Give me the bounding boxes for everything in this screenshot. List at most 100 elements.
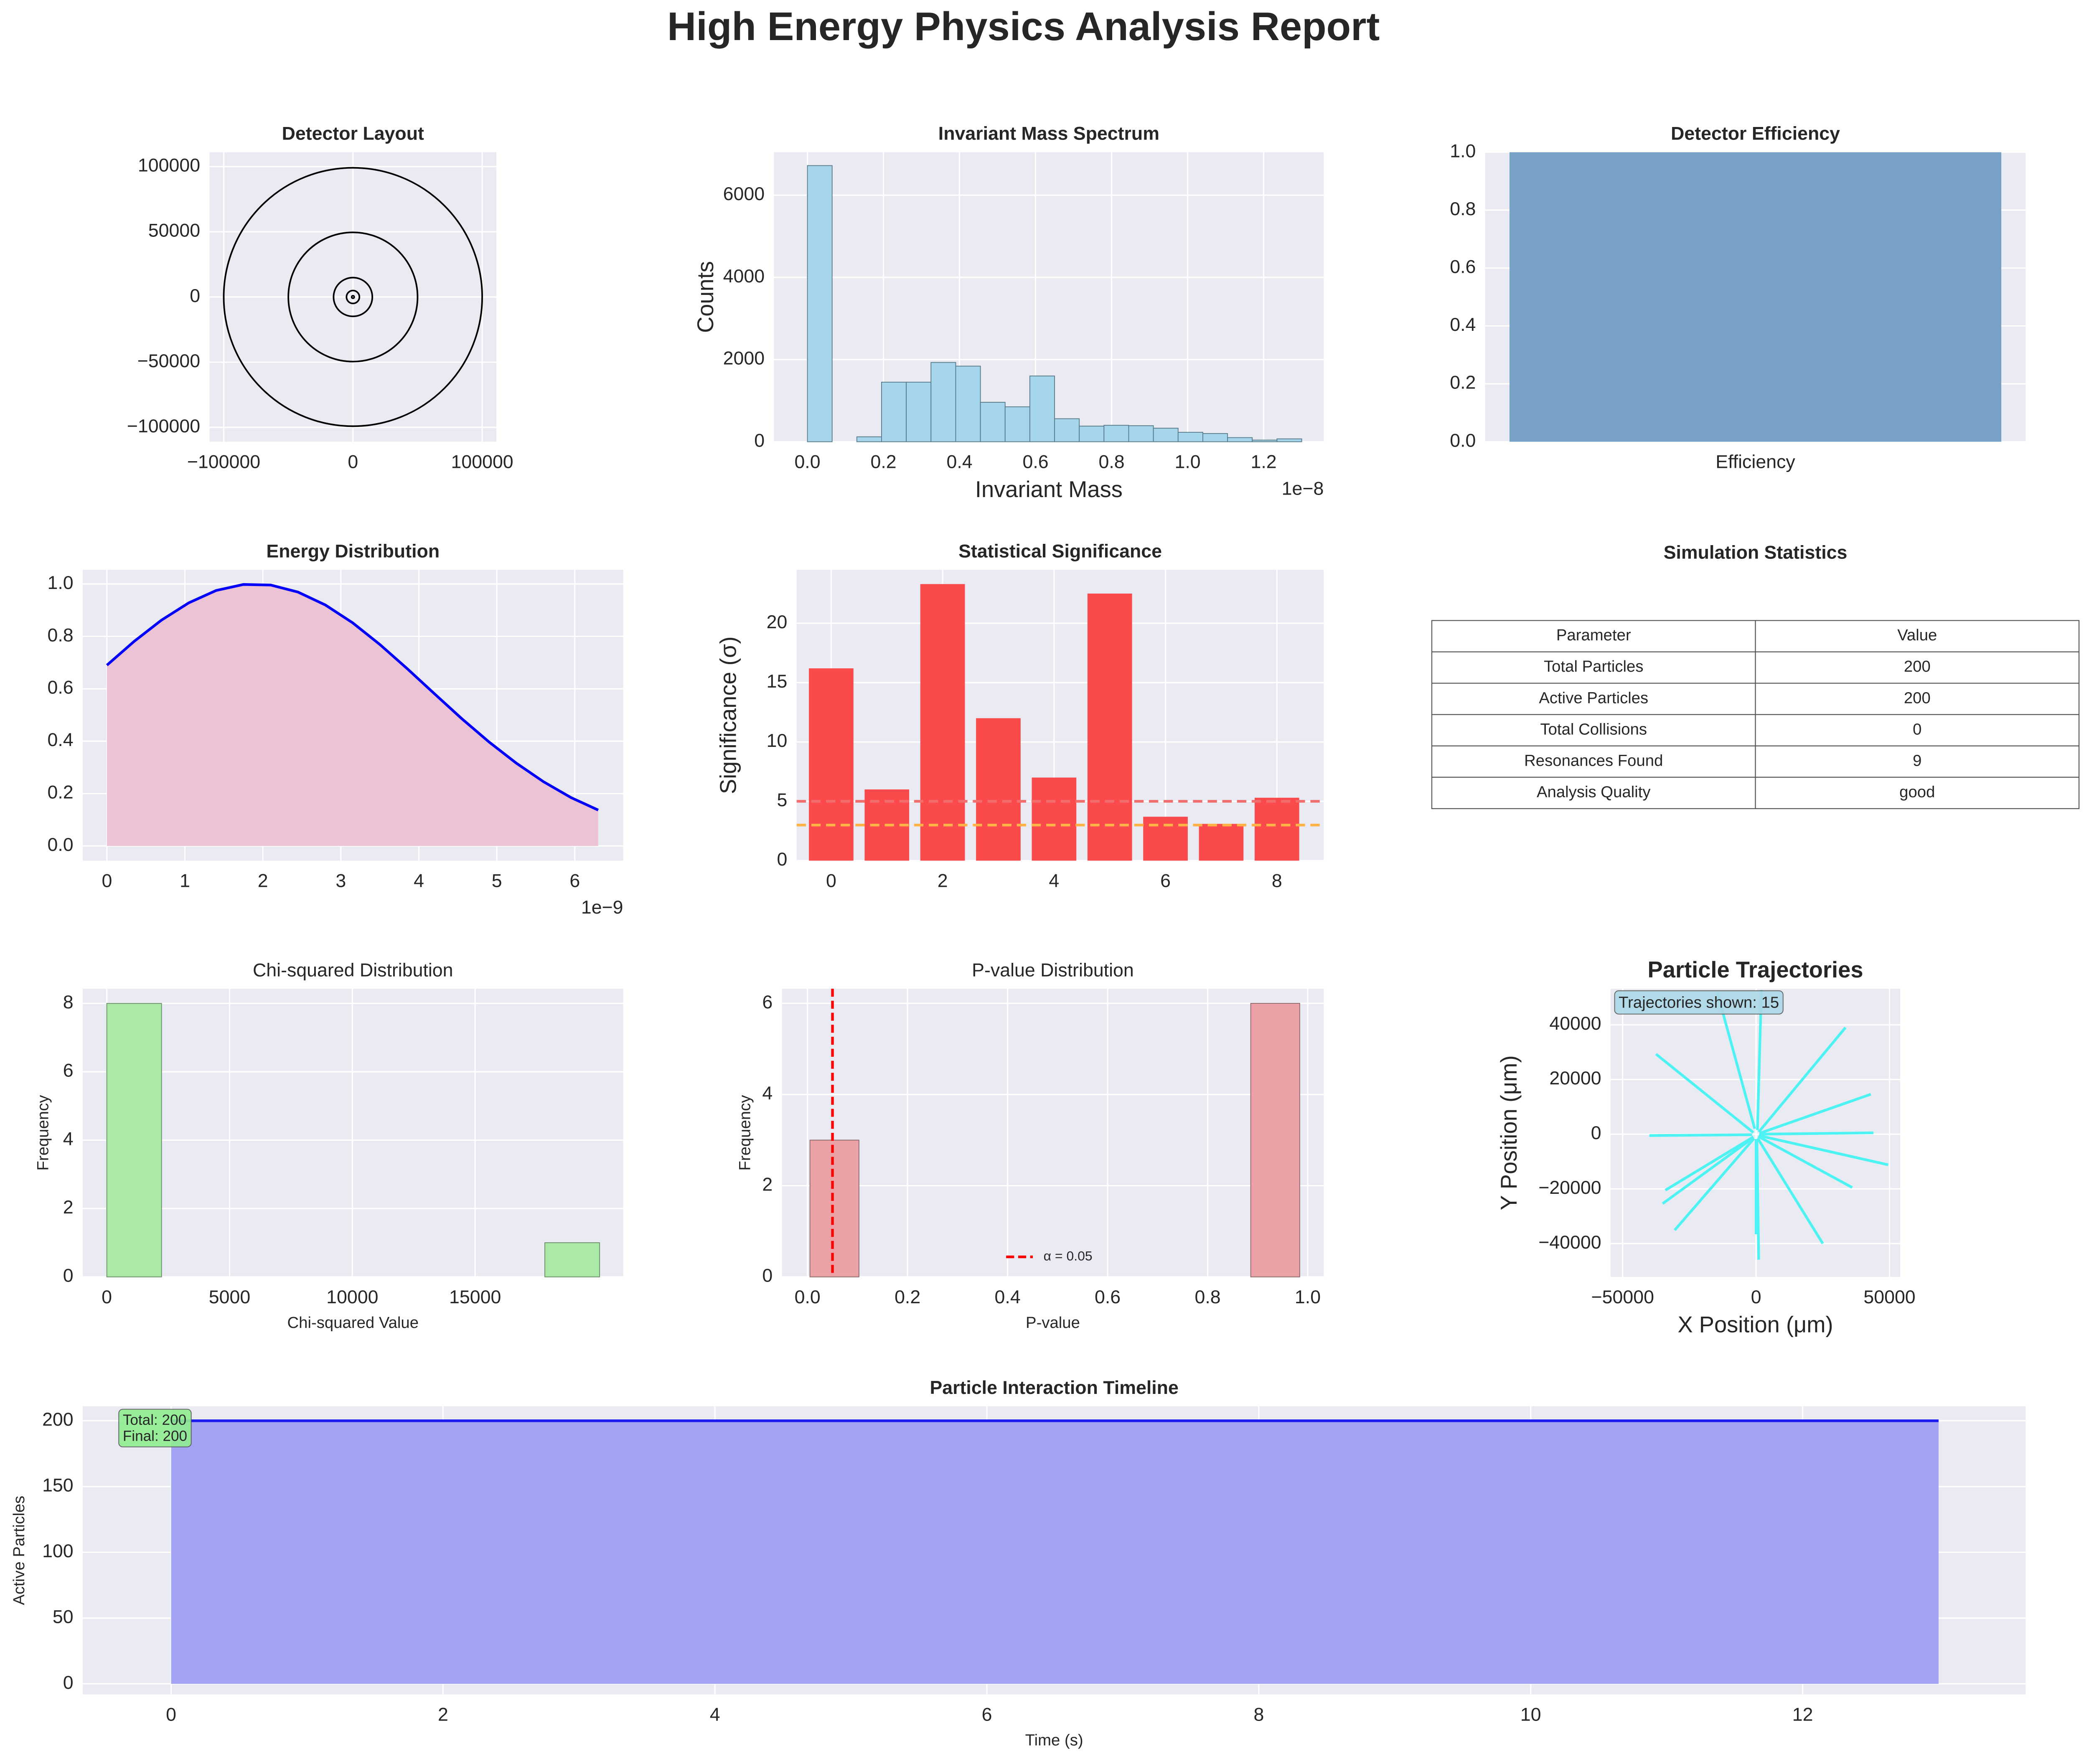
y-tick-label: 0.4: [1450, 315, 1476, 335]
x-axis-label: Invariant Mass: [975, 477, 1123, 502]
x-tick-label: 4: [710, 1704, 720, 1725]
trajectory: [1665, 1136, 1754, 1192]
chart-title: Invariant Mass Spectrum: [938, 124, 1159, 144]
trajectory: [1673, 1137, 1755, 1231]
chart-title: Energy Distribution: [266, 541, 440, 561]
x-tick-label: 0.6: [1022, 452, 1048, 472]
trajectory: [1757, 1135, 1853, 1189]
y-axis-label: Significance (σ): [715, 637, 741, 794]
detector-ring: [287, 231, 419, 363]
x-tick-label: 100000: [451, 452, 513, 472]
y-tick-label: 4: [63, 1129, 74, 1149]
axes-background: [782, 989, 1324, 1277]
table-text: Active Particles: [1539, 689, 1648, 707]
bar: [1254, 797, 1299, 861]
annotation-text: Trajectories shown: 15: [1619, 993, 1779, 1011]
x-tick-label: 6: [569, 871, 580, 891]
table-text: Parameter: [1556, 626, 1631, 644]
histogram-bar: [1227, 437, 1253, 442]
x-tick-label: 0.4: [946, 452, 972, 472]
trajectory: [1756, 1137, 1824, 1244]
x-tick-label: 0.0: [795, 1287, 821, 1307]
histogram-bar: [1250, 1003, 1300, 1277]
x-tick-label: Efficiency: [1715, 452, 1795, 472]
detector-ring: [223, 167, 483, 427]
table-text: 0: [1913, 720, 1921, 738]
bar: [976, 718, 1021, 861]
x-tick-label: 0.2: [895, 1287, 920, 1307]
y-tick-label: 100000: [138, 155, 200, 176]
y-tick-label: 0: [1591, 1123, 1601, 1143]
histogram-bar: [1054, 418, 1080, 442]
x-tick-label: 5000: [209, 1287, 250, 1307]
x-tick-label: −50000: [1591, 1287, 1654, 1307]
x-axis-label: P-value: [1026, 1314, 1080, 1332]
y-tick-label: 0.8: [1450, 199, 1476, 219]
x-axis-label: Chi-squared Value: [287, 1314, 419, 1332]
y-tick-label: 2: [762, 1174, 773, 1195]
bar: [1032, 777, 1077, 861]
chart-title: Detector Layout: [282, 124, 424, 144]
y-tick-label: −40000: [1538, 1232, 1601, 1253]
histogram-bar: [930, 362, 956, 442]
line: [106, 583, 599, 812]
y-tick-label: 0.6: [1450, 256, 1476, 277]
x-tick-label: 1: [180, 871, 190, 891]
chart-title: Statistical Significance: [958, 541, 1162, 561]
y-tick-label: 20000: [1549, 1068, 1601, 1089]
x-tick-label: 2: [938, 871, 948, 891]
table-text: Total Collisions: [1540, 720, 1647, 738]
trajectory: [1662, 1137, 1754, 1205]
histogram-bar: [544, 1242, 600, 1277]
table-text: Resonances Found: [1524, 751, 1663, 769]
detector-ring: [351, 294, 355, 299]
chart-title: Particle Trajectories: [1648, 957, 1863, 982]
chart-title: Chi-squared Distribution: [253, 960, 453, 980]
y-tick-label: 100: [42, 1541, 74, 1561]
x-tick-label: 1.0: [1295, 1287, 1321, 1307]
histogram-bar: [1202, 433, 1228, 442]
x-tick-label: 10: [1520, 1704, 1541, 1725]
y-tick-label: 6000: [723, 184, 765, 204]
y-tick-label: 6: [63, 1061, 74, 1081]
x-tick-label: 2: [438, 1704, 448, 1725]
x-tick-label: 0.2: [870, 452, 896, 472]
histogram-bar: [1103, 425, 1129, 442]
table-text: 9: [1913, 751, 1921, 769]
x-tick-label: 5: [492, 871, 502, 891]
table-text: good: [1899, 783, 1935, 801]
y-tick-label: 0: [190, 286, 200, 306]
chart-title: Detector Efficiency: [1671, 124, 1840, 144]
y-tick-label: 4: [762, 1083, 773, 1104]
table-text: Value: [1897, 626, 1937, 644]
y-tick-label: 0.6: [48, 678, 74, 698]
x-tick-label: 8: [1253, 1704, 1264, 1725]
y-tick-label: 0: [63, 1673, 74, 1693]
x-tick-label: 0: [166, 1704, 176, 1725]
trajectory: [1759, 1131, 1874, 1136]
annotation-text: Total: 200: [123, 1412, 186, 1428]
x-tick-label: 1.0: [1174, 452, 1200, 472]
bar: [1143, 817, 1188, 861]
x-tick-label: 15000: [449, 1287, 501, 1307]
chart-title: Particle Interaction Timeline: [930, 1378, 1178, 1398]
y-tick-label: 0.2: [1450, 373, 1476, 393]
y-tick-label: 20: [767, 612, 788, 632]
y-tick-label: −20000: [1538, 1178, 1601, 1198]
trajectory: [1716, 992, 1756, 1129]
y-tick-label: 6: [762, 992, 773, 1013]
trajectory: [1758, 1134, 1889, 1166]
y-tick-label: 0: [762, 1266, 773, 1286]
chart-title: P-value Distribution: [972, 960, 1134, 980]
histogram-bar: [1276, 438, 1302, 442]
x-tick-label: 8: [1272, 871, 1282, 891]
histogram-bar: [980, 402, 1006, 442]
y-tick-label: 15: [767, 671, 788, 692]
trajectory: [1758, 1026, 1847, 1133]
histogram-bar: [809, 1140, 859, 1277]
y-tick-label: 5: [777, 790, 788, 810]
bar: [1087, 593, 1132, 861]
x-tick-label: 0: [1751, 1287, 1761, 1307]
